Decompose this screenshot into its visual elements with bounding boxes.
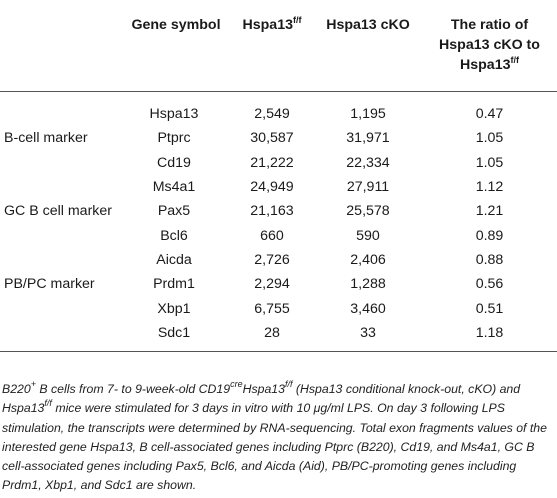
row-value-hspa13-ff: 30,587	[250, 130, 294, 147]
row-category-label	[0, 296, 118, 320]
row-value-hspa13-cko: 3,460	[350, 300, 386, 317]
row-category-label	[0, 321, 118, 349]
row-category-label: PB/PC marker	[4, 276, 95, 293]
table-row: GC B cell marker Pax5 21,163 25,578 1.21	[0, 199, 557, 223]
table-row: Ms4a1 24,949 27,911 1.12	[0, 175, 557, 199]
row-value-hspa13-cko: 33	[360, 324, 376, 341]
header-row: Gene symbol Hspa13f/f Hspa13 cKO The rat…	[0, 0, 557, 92]
row-value-ratio: 1.05	[475, 154, 504, 171]
caption-part-5: mice were stimulated for 3 days in vitro…	[2, 401, 547, 493]
header-hspa13-ff: Hspa13f/f	[230, 0, 314, 92]
header-ratio-line2: Hspa13 cKO to	[439, 37, 540, 53]
row-value-hspa13-ff: 2,726	[254, 251, 290, 268]
table-row: Bcl6 660 590 0.89	[0, 223, 557, 247]
row-value-hspa13-ff: 21,163	[250, 203, 294, 220]
caption-part-2: B cells from 7- to 9-week-old CD19	[35, 382, 231, 396]
row-value-ratio: 0.51	[475, 300, 504, 317]
row-category-label	[0, 248, 118, 272]
row-category-label	[0, 92, 118, 127]
row-value-hspa13-cko: 25,578	[346, 203, 390, 220]
row-value-hspa13-ff: 21,222	[250, 154, 294, 171]
row-value-ratio: 0.47	[475, 106, 504, 123]
table-body: Hspa13 2,549 1,195 0.47 B-cell marker Ptprc 30…	[0, 92, 557, 349]
caption-sup-3: f/f	[284, 379, 293, 389]
row-category-label	[0, 223, 118, 247]
row-value-hspa13-cko: 1,195	[350, 106, 386, 123]
row-category-label: GC B cell marker	[4, 203, 112, 220]
header-ratio: The ratio of Hspa13 cKO to Hspa13f/f	[422, 0, 557, 92]
table-row: B-cell marker Ptprc 30,587 31,971 1.05	[0, 126, 557, 150]
header-gene-symbol: Gene symbol	[118, 0, 230, 92]
header-ratio-line1: The ratio of	[450, 17, 529, 33]
row-category-label	[0, 151, 118, 175]
row-value-ratio: 1.21	[475, 203, 504, 220]
row-value-hspa13-cko: 31,971	[346, 130, 390, 147]
row-value-hspa13-cko: 2,406	[350, 251, 386, 268]
caption-part-3: Hspa13	[242, 382, 285, 396]
table-row: Cd19 21,222 22,334 1.05	[0, 151, 557, 175]
row-value-ratio: 1.18	[475, 324, 504, 341]
caption-part-1: B220	[2, 382, 31, 396]
caption-sup-2: cre	[230, 379, 243, 389]
table-row: Xbp1 6,755 3,460 0.51	[0, 296, 557, 320]
header-hspa13-cko: Hspa13 cKO	[314, 0, 422, 92]
row-gene-symbol: Bcl6	[160, 227, 188, 244]
row-value-hspa13-cko: 27,911	[346, 179, 390, 196]
row-value-hspa13-cko: 1,288	[350, 276, 386, 293]
row-value-hspa13-ff: 2,294	[254, 276, 290, 293]
table-header: Gene symbol Hspa13f/f Hspa13 cKO The rat…	[0, 0, 557, 92]
header-hspa13-cko-text: Hspa13 cKO	[326, 17, 410, 33]
expression-table: Gene symbol Hspa13f/f Hspa13 cKO The rat…	[0, 0, 557, 349]
table-row: PB/PC marker Prdm1 2,294 1,288 0.56	[0, 272, 557, 296]
row-gene-symbol: Aicda	[156, 251, 192, 268]
header-ratio-line3-sup: f/f	[510, 55, 519, 65]
row-gene-symbol: Cd19	[157, 154, 191, 171]
header-ratio-line3: Hspa13	[460, 57, 511, 73]
table-row: Aicda 2,726 2,406 0.88	[0, 248, 557, 272]
row-category-label: B-cell marker	[4, 130, 88, 147]
row-value-ratio: 0.89	[475, 227, 504, 244]
row-gene-symbol: Prdm1	[153, 276, 195, 293]
header-gene-symbol-text: Gene symbol	[131, 17, 221, 33]
table-bottom-rule	[0, 351, 557, 352]
header-hspa13-ff-sup: f/f	[292, 15, 302, 25]
row-gene-symbol: Sdc1	[157, 324, 191, 341]
header-empty	[0, 0, 118, 92]
row-value-ratio: 1.12	[475, 179, 504, 196]
row-category-label	[0, 175, 118, 199]
row-gene-symbol: Ptprc	[157, 130, 191, 147]
row-value-hspa13-cko: 22,334	[346, 154, 390, 171]
header-hspa13-ff-base: Hspa13	[242, 17, 293, 33]
row-value-hspa13-ff: 6,755	[254, 300, 290, 317]
table-row: Hspa13 2,549 1,195 0.47	[0, 92, 557, 127]
row-value-hspa13-cko: 590	[356, 227, 380, 244]
caption-sup-4: f/f	[44, 398, 52, 409]
caption-sup-1: +	[30, 379, 36, 389]
row-gene-symbol: Hspa13	[149, 106, 199, 123]
row-value-ratio: 1.05	[475, 130, 504, 147]
row-value-hspa13-ff: 24,949	[250, 179, 294, 196]
row-gene-symbol: Ms4a1	[152, 179, 196, 196]
table-caption: B220+ B cells from 7- to 9-week-old CD19…	[2, 380, 554, 496]
row-value-ratio: 0.88	[475, 251, 504, 268]
row-value-hspa13-ff: 2,549	[254, 106, 290, 123]
row-value-hspa13-ff: 28	[264, 324, 280, 341]
row-value-ratio: 0.56	[475, 276, 504, 293]
table-row: Sdc1 28 33 1.18	[0, 321, 557, 349]
row-gene-symbol: Pax5	[157, 203, 191, 220]
row-value-hspa13-ff: 660	[260, 227, 284, 244]
caption-part-4: (Hspa13 conditional knock-out, cKO) and …	[2, 382, 521, 416]
row-gene-symbol: Xbp1	[157, 300, 191, 317]
